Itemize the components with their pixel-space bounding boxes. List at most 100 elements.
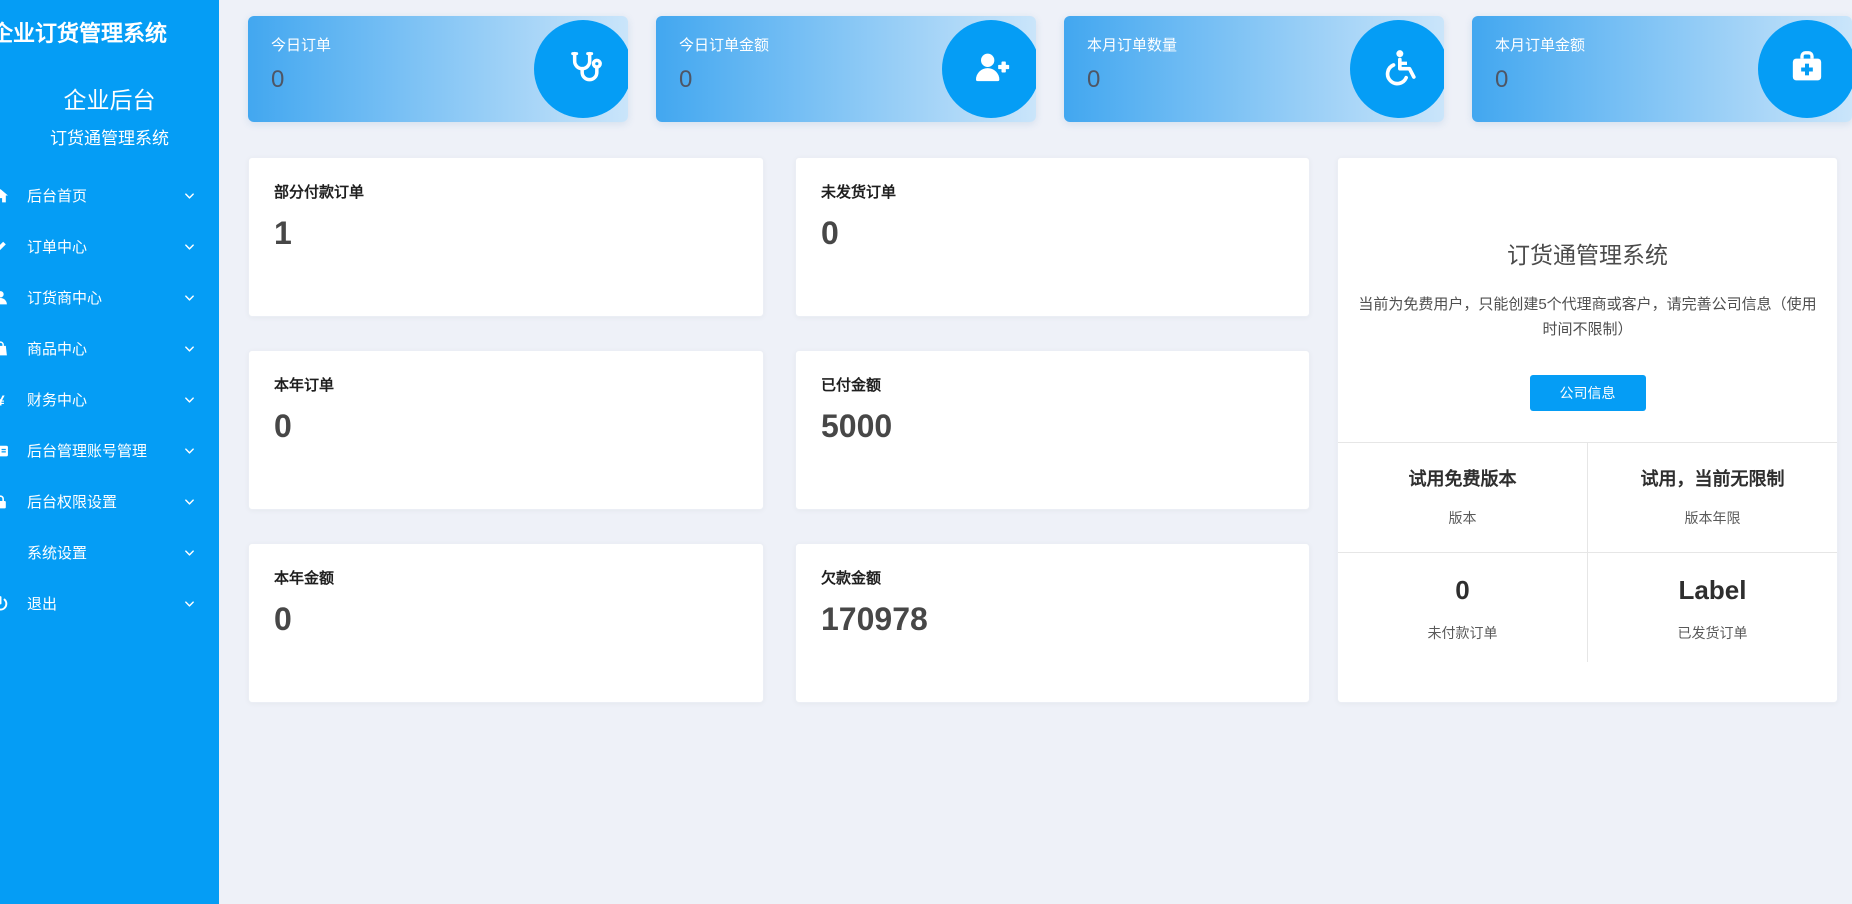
- info-stats-row: 0 未付款订单 Label 已发货订单: [1338, 552, 1837, 662]
- info-cell-value: Label: [1678, 575, 1747, 605]
- sidebar-item-label: 财务中心: [27, 392, 88, 409]
- wheelchair-icon: [1379, 47, 1419, 92]
- stat-value: 0: [679, 66, 693, 93]
- sidebar-item-orders[interactable]: 订单中心: [0, 221, 219, 272]
- metric-label: 本年金额: [274, 570, 335, 587]
- chevron-down-icon: [184, 547, 195, 558]
- stethoscope-icon: [563, 47, 603, 92]
- metric-value: 0: [821, 215, 839, 251]
- sidebar-item-label: 订货商中心: [27, 290, 103, 307]
- sidebar-item-label: 后台首页: [27, 188, 88, 205]
- info-cell-value: 试用，当前无限制: [1640, 469, 1785, 489]
- info-panel: 订货通管理系统 当前为免费用户，只能创建5个代理商或客户，请完善公司信息（使用时…: [1337, 157, 1838, 703]
- sidebar-item-label: 退出: [27, 596, 58, 613]
- user-icon: [0, 289, 9, 306]
- stat-label: 本月订单金额: [1495, 37, 1586, 54]
- stat-value: 0: [271, 66, 285, 93]
- sidebar-item-label: 后台权限设置: [27, 494, 118, 511]
- info-panel-description: 当前为免费用户，只能创建5个代理商或客户，请完善公司信息（使用时间不限制）: [1358, 296, 1817, 338]
- stat-card-today-amount: 今日订单金额 0: [656, 16, 1036, 122]
- metric-value: 0: [274, 408, 292, 444]
- chevron-down-icon: [184, 496, 195, 507]
- power-icon: [0, 595, 9, 612]
- info-cell-label: 未付款订单: [1427, 625, 1498, 641]
- metric-card-grid: 部分付款订单 1 未发货订单 0 本年订单 0 已付金额 5000 本年金额 0…: [248, 157, 1310, 703]
- company-info-button[interactable]: 公司信息: [1529, 375, 1646, 411]
- metric-card-partially-paid: 部分付款订单 1: [248, 157, 764, 317]
- stat-card-month-orders: 本月订单数量 0: [1064, 16, 1444, 122]
- stat-label: 今日订单: [271, 37, 332, 54]
- home-icon: [0, 187, 9, 204]
- info-cell-version: 试用免费版本 版本: [1338, 443, 1587, 552]
- metric-value: 5000: [821, 408, 893, 444]
- yen-icon: ¥: [0, 391, 9, 408]
- info-cell-label: 版本: [1448, 510, 1477, 526]
- sidebar-item-admin-accounts[interactable]: 后台管理账号管理: [0, 425, 219, 476]
- sidebar-item-label: 商品中心: [27, 341, 88, 358]
- svg-text:¥: ¥: [0, 393, 5, 408]
- id-card-icon: [0, 442, 9, 459]
- sidebar-item-home[interactable]: 后台首页: [0, 170, 219, 221]
- portal-name: 企业后台: [63, 87, 156, 113]
- info-cell-label: 版本年限: [1684, 510, 1741, 526]
- metric-card-paid-amount: 已付金额 5000: [795, 350, 1310, 510]
- sidebar-item-suppliers[interactable]: 订货商中心: [0, 272, 219, 323]
- sidebar-item-label: 后台管理账号管理: [27, 443, 148, 460]
- metric-label: 本年订单: [274, 377, 335, 394]
- metric-card-year-amount: 本年金额 0: [248, 543, 764, 703]
- chevron-down-icon: [184, 394, 195, 405]
- metric-label: 未发货订单: [821, 184, 897, 201]
- sidebar: 企业订货管理系统 企业后台 订货通管理系统 后台首页 订单中心 订货: [0, 0, 219, 904]
- lock-icon: [0, 493, 9, 510]
- info-panel-stats: 试用免费版本 版本 试用，当前无限制 版本年限 0 未付款订单 Label 已发…: [1338, 442, 1837, 662]
- sidebar-item-system-settings[interactable]: 系统设置: [0, 527, 219, 578]
- sidebar-item-label: 订单中心: [27, 239, 88, 256]
- sidebar-item-logout[interactable]: 退出: [0, 578, 219, 629]
- info-cell-shipped-orders: Label 已发货订单: [1587, 553, 1837, 662]
- sidebar-item-label: 系统设置: [27, 545, 88, 562]
- stat-value: 0: [1495, 66, 1509, 93]
- sidebar-item-products[interactable]: 商品中心: [0, 323, 219, 374]
- chevron-down-icon: [184, 445, 195, 456]
- chevron-down-icon: [184, 343, 195, 354]
- chevron-down-icon: [184, 190, 195, 201]
- pencil-icon: [0, 238, 9, 255]
- info-panel-title: 订货通管理系统: [1507, 242, 1668, 268]
- bag-icon: [0, 340, 9, 357]
- info-cell-unpaid-orders: 0 未付款订单: [1338, 553, 1587, 662]
- chevron-down-icon: [184, 292, 195, 303]
- info-cell-value: 0: [1455, 575, 1470, 605]
- stat-icon-circle: [534, 20, 628, 118]
- stat-icon-circle: [942, 20, 1036, 118]
- stat-card-month-amount: 本月订单金额 0: [1472, 16, 1852, 122]
- metric-card-unshipped: 未发货订单 0: [795, 157, 1310, 317]
- stat-icon-circle: [1758, 20, 1852, 118]
- stat-value: 0: [1087, 66, 1101, 93]
- metric-label: 已付金额: [821, 377, 882, 394]
- chevron-down-icon: [184, 241, 195, 252]
- info-stats-row: 试用免费版本 版本 试用，当前无限制 版本年限: [1338, 442, 1837, 552]
- medkit-icon: [1787, 47, 1827, 92]
- portal-subtitle: 订货通管理系统: [50, 129, 169, 148]
- stat-label: 本月订单数量: [1087, 37, 1178, 54]
- info-cell-version-term: 试用，当前无限制 版本年限: [1587, 443, 1837, 552]
- sidebar-item-permissions[interactable]: 后台权限设置: [0, 476, 219, 527]
- metric-label: 部分付款订单: [274, 184, 365, 201]
- chevron-down-icon: [184, 598, 195, 609]
- stat-card-row: 今日订单 0 今日订单金额 0: [248, 16, 1852, 122]
- metric-value: 1: [274, 215, 292, 251]
- stat-icon-circle: [1350, 20, 1444, 118]
- sidebar-menu: 后台首页 订单中心 订货商中心: [0, 170, 219, 629]
- sidebar-item-finance[interactable]: ¥ 财务中心: [0, 374, 219, 425]
- metric-value: 170978: [821, 601, 928, 637]
- metric-label: 欠款金额: [821, 570, 882, 587]
- info-cell-value: 试用免费版本: [1408, 469, 1517, 489]
- metric-card-year-orders: 本年订单 0: [248, 350, 764, 510]
- metric-value: 0: [274, 601, 292, 637]
- stat-label: 今日订单金额: [679, 37, 770, 54]
- app-title: 企业订货管理系统: [0, 21, 168, 46]
- user-plus-icon: [971, 47, 1011, 92]
- stat-card-today-orders: 今日订单 0: [248, 16, 628, 122]
- info-cell-label: 已发货订单: [1677, 625, 1748, 641]
- metric-card-owed-amount: 欠款金额 170978: [795, 543, 1310, 703]
